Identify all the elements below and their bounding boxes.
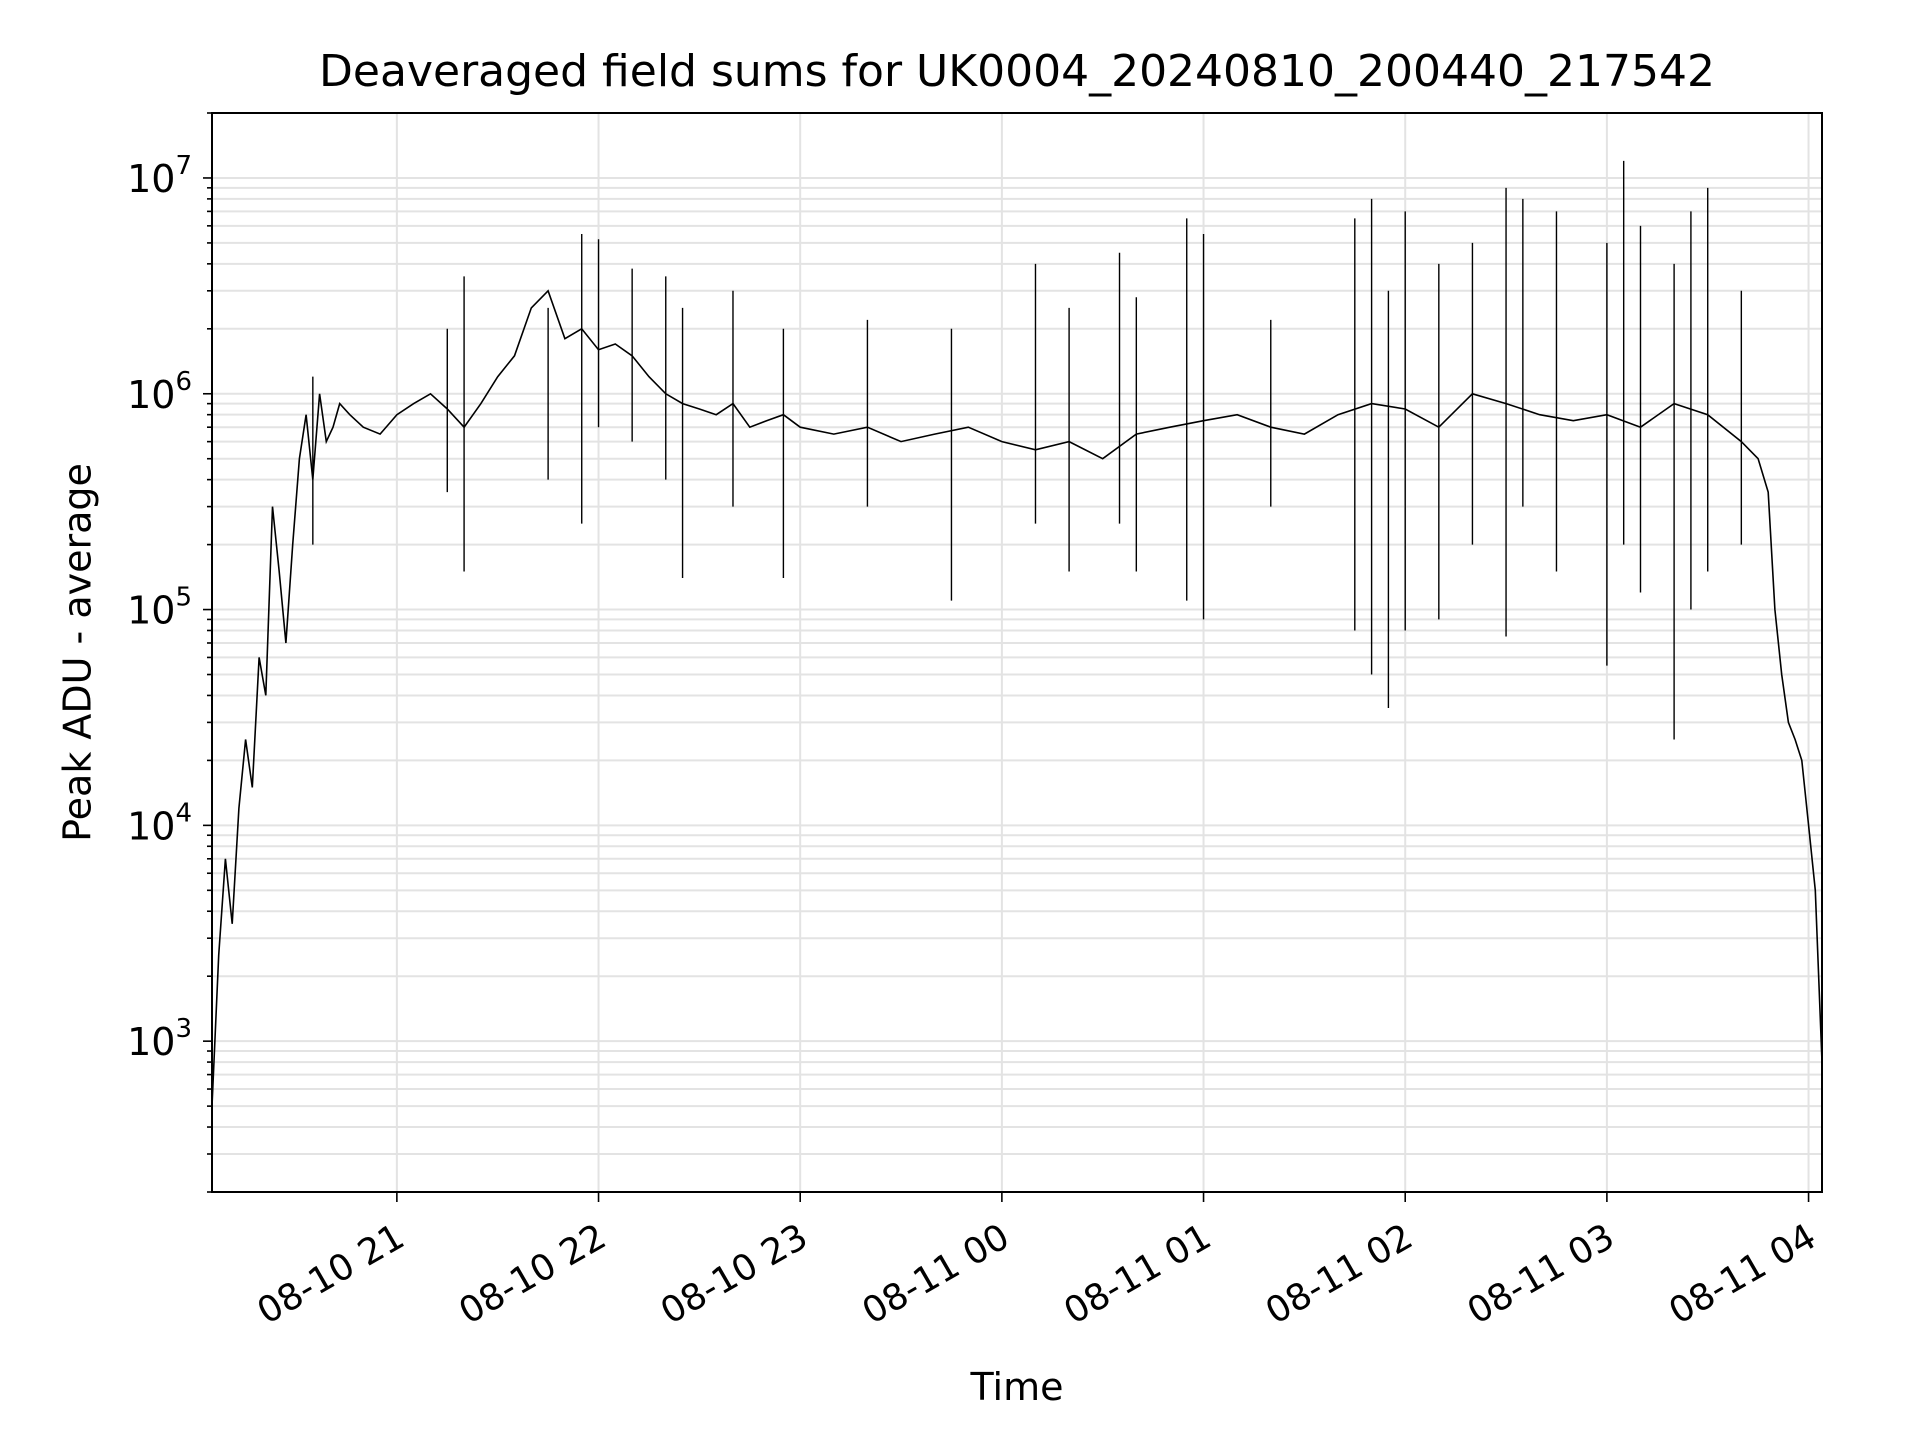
series-line [212, 289, 1822, 1107]
y-tick-label: 106 [127, 367, 192, 417]
y-tick-label-exponent: 6 [175, 367, 192, 397]
y-tick-label-base: 10 [127, 589, 175, 633]
grid [212, 112, 1822, 1193]
y-tick-label: 103 [127, 1014, 192, 1064]
y-tick-label-base: 10 [127, 1020, 175, 1064]
y-tick-label-exponent: 3 [175, 1014, 192, 1044]
chart-title: Deaveraged field sums for UK0004_2024081… [319, 46, 1715, 97]
y-tick-label-exponent: 4 [175, 798, 192, 828]
y-tick-label-exponent: 7 [175, 151, 192, 181]
y-tick-label-exponent: 5 [175, 583, 192, 613]
plot-frame [211, 112, 1823, 1193]
y-tick-label: 107 [127, 151, 192, 201]
y-tick-label-base: 10 [127, 157, 175, 201]
y-tick-label: 105 [127, 583, 192, 633]
y-tick-label: 104 [127, 798, 192, 848]
y-tick-label-base: 10 [127, 804, 175, 848]
y-tick-label-base: 10 [127, 373, 175, 417]
data-series [212, 160, 1822, 1107]
x-axis-label: Time [970, 1365, 1064, 1409]
y-axis-label: Peak ADU - average [56, 463, 100, 842]
